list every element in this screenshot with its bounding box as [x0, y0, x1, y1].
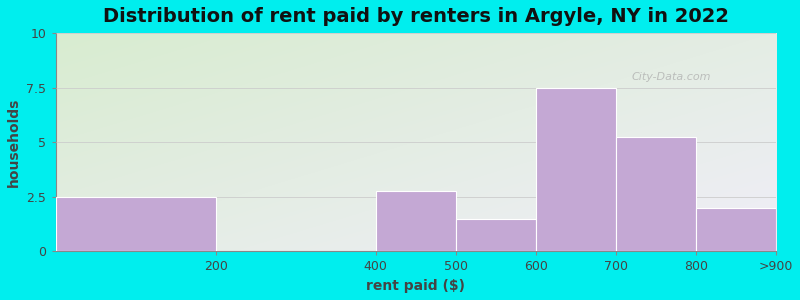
Bar — [616, 137, 696, 251]
Bar — [456, 219, 536, 251]
Bar — [55, 197, 216, 251]
X-axis label: rent paid ($): rent paid ($) — [366, 279, 465, 293]
Title: Distribution of rent paid by renters in Argyle, NY in 2022: Distribution of rent paid by renters in … — [102, 7, 729, 26]
Bar — [696, 208, 776, 251]
Text: City-Data.com: City-Data.com — [632, 72, 711, 82]
Bar — [376, 191, 456, 251]
Y-axis label: households: households — [7, 98, 21, 187]
Bar — [536, 88, 616, 251]
